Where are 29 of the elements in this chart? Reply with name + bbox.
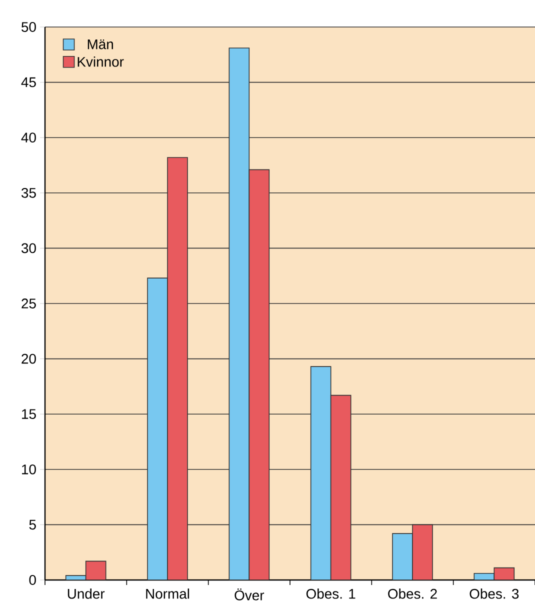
x-tick-label: Obes. 3 — [470, 588, 519, 599]
x-tick-label: Normal — [146, 588, 190, 599]
y-tick-label: 20 — [22, 354, 36, 364]
x-tick-label: Över — [234, 588, 264, 600]
bar — [167, 157, 188, 580]
y-tick-label: 5 — [29, 520, 36, 530]
y-tick-label: 10 — [22, 464, 36, 474]
y-tick-label: 30 — [21, 243, 36, 254]
x-tick-label: Obes. 2 — [388, 588, 437, 599]
y-tick-label: 35 — [21, 188, 36, 198]
bar — [310, 366, 332, 580]
legend-label: Kvinnor — [78, 56, 124, 67]
y-tick-label: 40 — [21, 132, 36, 143]
legend-label: Män — [88, 39, 113, 50]
bar — [228, 48, 250, 580]
bar — [494, 567, 515, 580]
bar — [330, 394, 352, 580]
y-tick-label: 45 — [21, 77, 36, 88]
y-tick-label: 50 — [22, 22, 36, 32]
bar — [412, 524, 433, 580]
x-tick-label: Obes. 1 — [306, 588, 356, 599]
bar — [147, 278, 168, 580]
bar — [392, 533, 413, 580]
x-tick-label: Under — [68, 588, 105, 599]
bar — [248, 169, 270, 580]
y-tick-label: 0 — [29, 575, 36, 585]
y-tick-label: 15 — [22, 409, 36, 419]
bar — [85, 560, 106, 580]
y-tick-label: 25 — [22, 298, 36, 308]
